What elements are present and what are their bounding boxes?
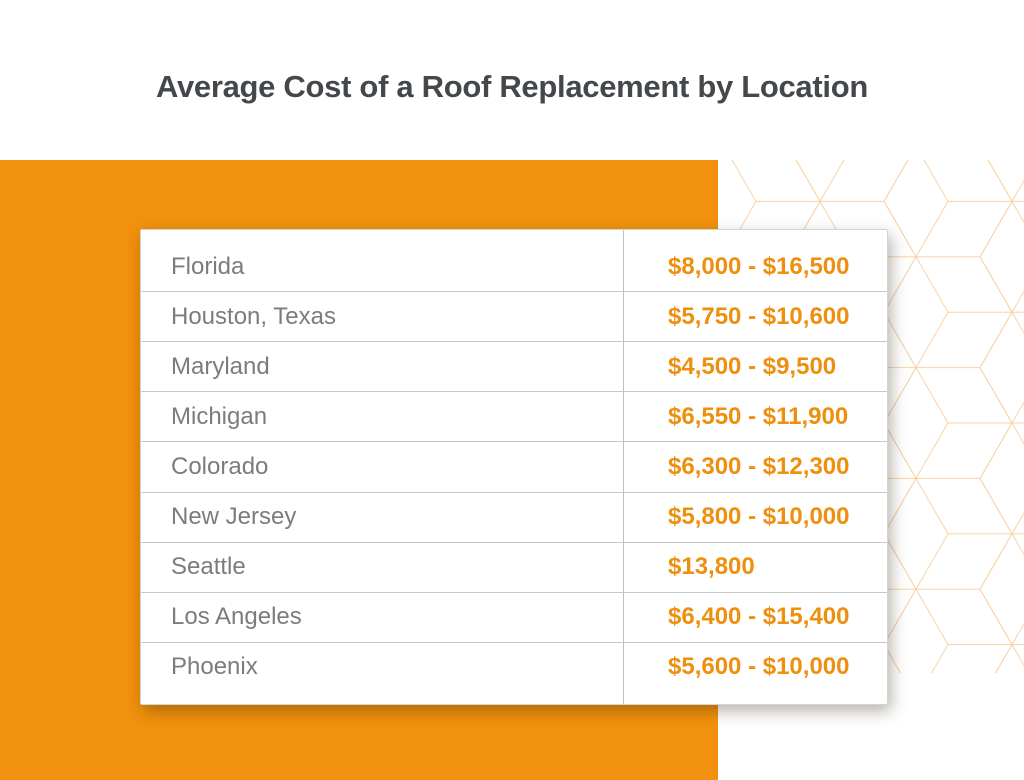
cost-value: $6,400 - $15,400 [668, 603, 850, 631]
location-label: Florida [171, 252, 245, 280]
location-label: Phoenix [171, 653, 258, 681]
cost-value: $5,800 - $10,000 [668, 503, 850, 531]
table-row: New Jersey $5,800 - $10,000 [141, 493, 887, 543]
cost-value: $13,800 [668, 553, 755, 581]
location-label: Colorado [171, 452, 269, 480]
table-row: Colorado $6,300 - $12,300 [141, 442, 887, 493]
table-row: Phoenix $5,600 - $10,000 [141, 643, 887, 692]
cost-value: $6,550 - $11,900 [668, 402, 849, 430]
table-row: Maryland $4,500 - $9,500 [141, 342, 887, 393]
table-row: Florida $8,000 - $16,500 [141, 242, 887, 293]
location-label: Los Angeles [171, 603, 302, 631]
cost-table-card: Florida $8,000 - $16,500 Houston, Texas … [140, 229, 888, 705]
cost-value: $5,750 - $10,600 [668, 302, 850, 330]
table-row: Los Angeles $6,400 - $15,400 [141, 593, 887, 643]
cost-value: $5,600 - $10,000 [668, 653, 850, 681]
location-label: Maryland [171, 352, 270, 380]
cost-value: $4,500 - $9,500 [668, 352, 837, 380]
table-row: Michigan $6,550 - $11,900 [141, 392, 887, 443]
cost-value: $6,300 - $12,300 [668, 452, 850, 480]
location-label: Michigan [171, 402, 268, 430]
location-label: Seattle [171, 553, 246, 581]
table-row: Houston, Texas $5,750 - $10,600 [141, 292, 887, 343]
page-title: Average Cost of a Roof Replacement by Lo… [156, 69, 868, 104]
table-row: Seattle $13,800 [141, 543, 887, 593]
cost-table: Florida $8,000 - $16,500 Houston, Texas … [141, 230, 887, 704]
location-label: New Jersey [171, 503, 297, 531]
column-divider [623, 230, 624, 704]
location-label: Houston, Texas [171, 302, 336, 330]
cost-value: $8,000 - $16,500 [668, 252, 850, 280]
